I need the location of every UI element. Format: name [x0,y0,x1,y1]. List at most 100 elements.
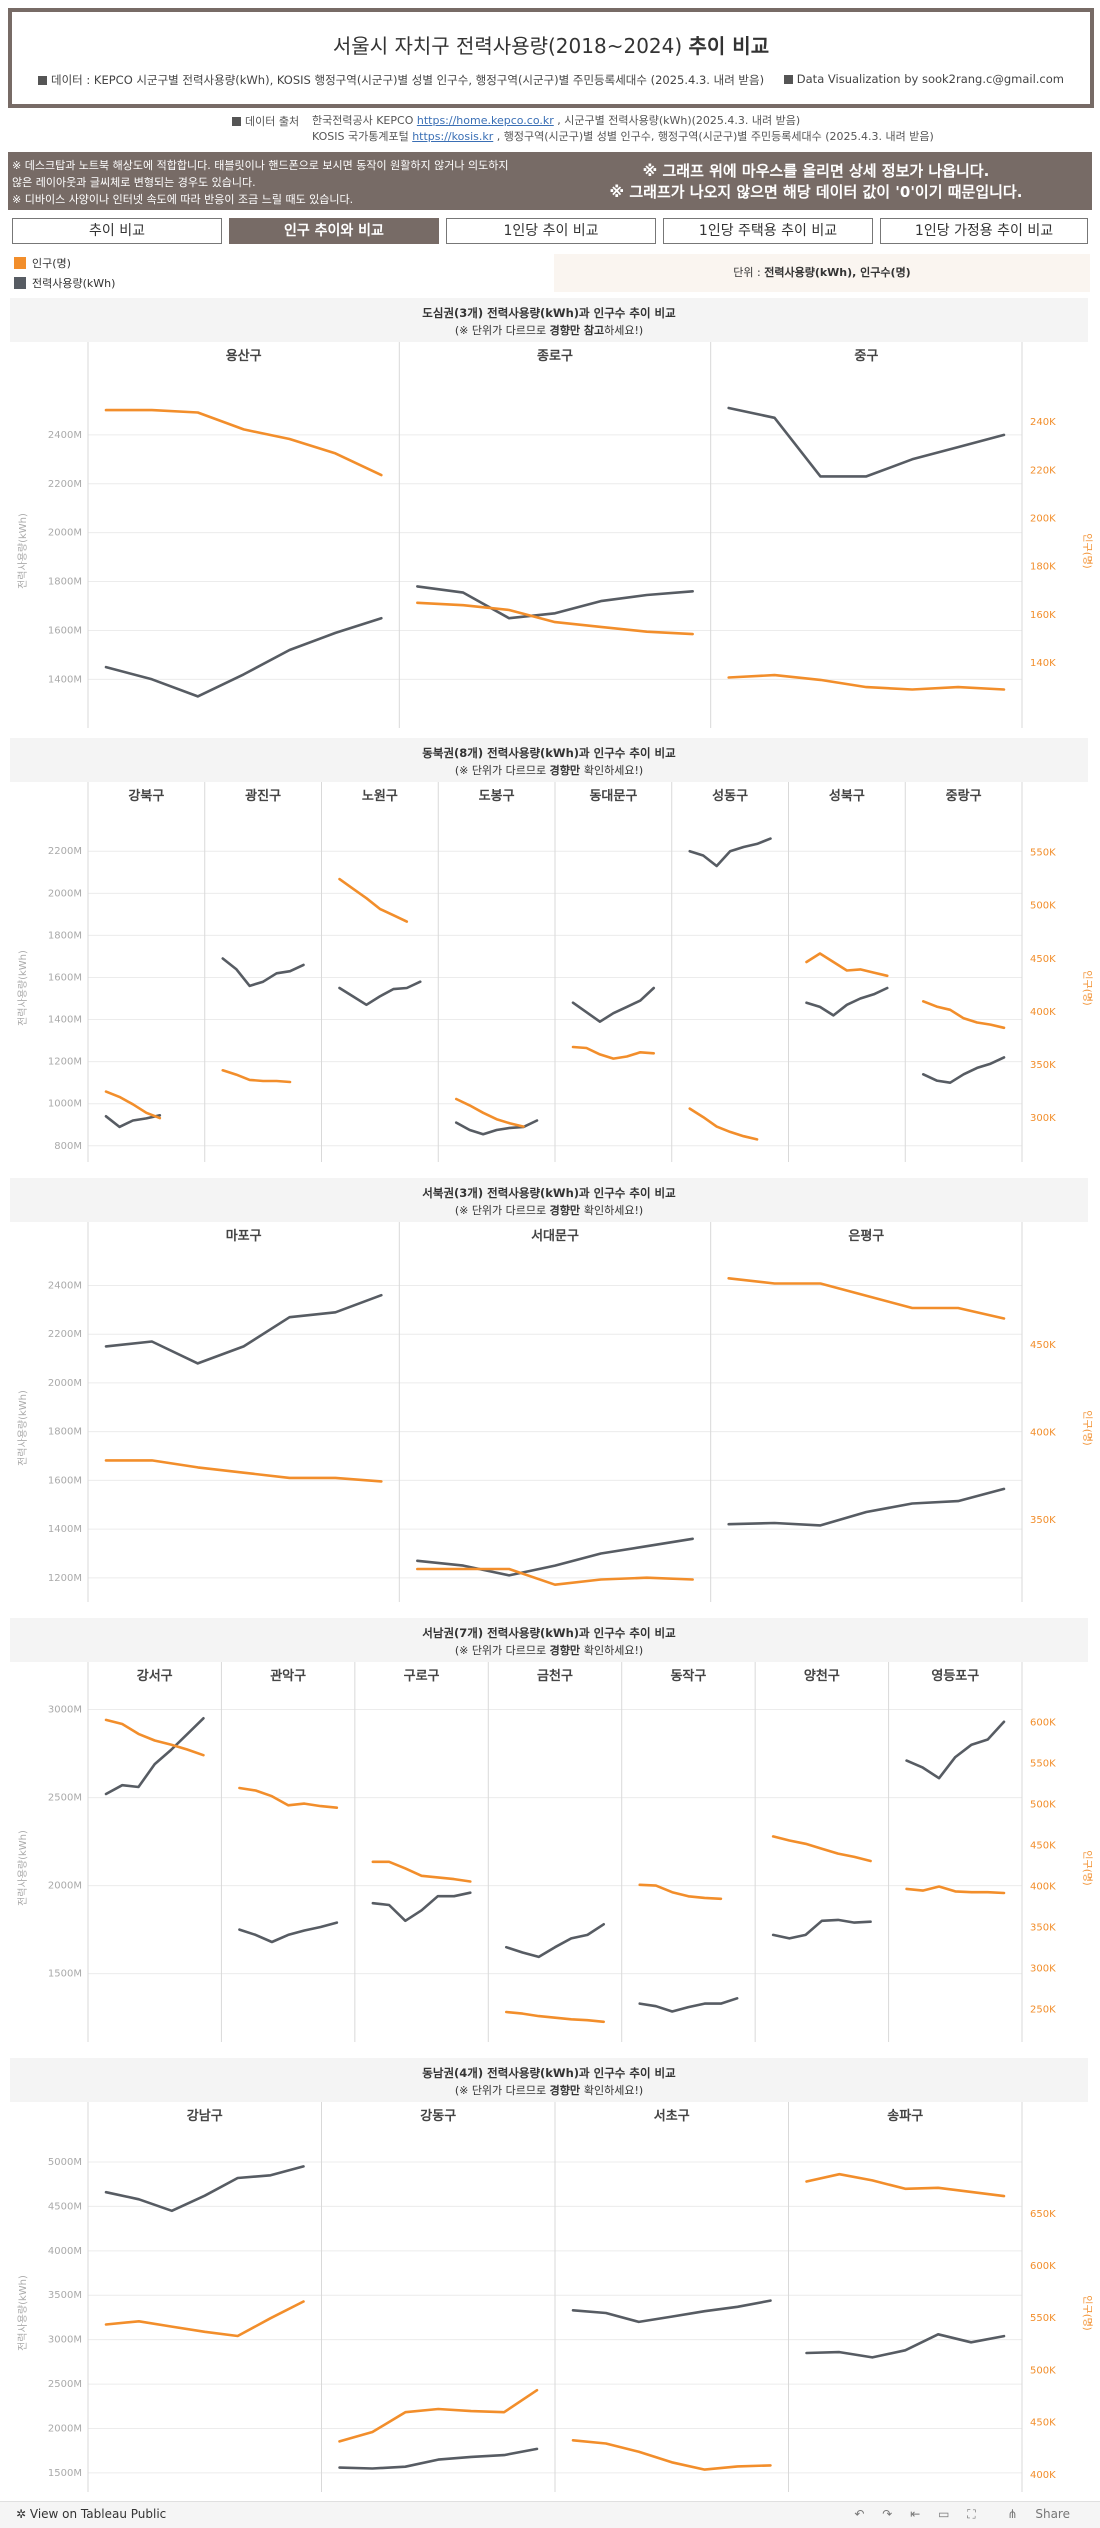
district-label: 노원구 [362,789,398,804]
swatch-icon [14,257,26,269]
y-tick-elec: 1400M [48,674,82,685]
series-line-electricity[interactable] [416,1537,694,1577]
chart-note: (※ 단위가 다르므로 경향만 확인하세요!) [454,1204,644,1217]
fullscreen-icon[interactable]: ⛶ [967,2507,976,2521]
kepco-link[interactable]: https://home.kepco.co.kr [416,114,554,127]
series-line-population[interactable] [104,2300,305,2338]
series-line-electricity[interactable] [104,1113,162,1129]
district-label: 강서구 [137,1668,173,1684]
series-line-population[interactable] [338,2388,539,2443]
notice-line: 않은 레이아웃과 글씨체로 변형되는 경우도 있습니다. [12,176,256,189]
chart-svg[interactable]: 1200M 1400M 1600M 1800M 2000M 2200M 2400M 350K 4… [10,1222,1093,1602]
chart-svg[interactable]: 800M 1000M 1200M 1400M 1600M 1800M 2000M 2200M 3… [10,782,1093,1162]
tab-per-capita[interactable]: 1인당 추이 비교 [446,218,656,244]
series-line-population[interactable] [371,1860,472,1883]
series-line-electricity[interactable] [416,585,694,620]
y-tick-elec: 2200M [48,846,82,857]
view-on-tableau-link[interactable]: ✲ View on Tableau Public [16,2507,167,2521]
y-tick-pop: 300K [1030,1963,1056,1974]
district-label: 관악구 [270,1668,306,1684]
tab-per-capita-household[interactable]: 1인당 가정용 추이 비교 [880,218,1088,244]
series-line-electricity[interactable] [805,986,889,1017]
y-tick-pop: 400K [1030,2470,1056,2481]
series-line-population[interactable] [221,1068,292,1084]
y-tick-elec: 3500M [48,2290,82,2301]
kosis-link[interactable]: https://kosis.kr [412,130,494,143]
revert-icon[interactable]: ⇤ [910,2507,921,2521]
series-line-population[interactable] [638,1883,723,1901]
series-line-population[interactable] [416,1567,694,1587]
device-icon[interactable]: ▭ [938,2507,950,2521]
legend-item-electricity[interactable]: 전력사용량(kWh) [14,274,115,294]
series-line-electricity[interactable] [504,1922,606,1959]
district-label: 금천구 [537,1669,573,1684]
series-line-electricity[interactable] [771,1918,872,1940]
series-line-electricity[interactable] [727,1487,1006,1527]
district-label: 서초구 [654,2109,690,2124]
chart-svg[interactable]: 1500M 2000M 2500M 3000M 250K 300K 350K 400K 450K… [10,1662,1093,2042]
series-line-population[interactable] [104,1090,162,1120]
series-line-population[interactable] [416,601,694,636]
square-bullet-icon [783,75,793,84]
series-line-population[interactable] [805,2172,1006,2198]
notice-banner: ※ 데스크탑과 노트북 해상도에 적합합니다. 태블릿이나 핸드폰으로 보시면 … [8,152,1092,210]
series-line-electricity[interactable] [104,1716,205,1796]
series-line-population[interactable] [571,1045,656,1060]
y-tick-elec: 1600M [48,972,82,983]
series-line-electricity[interactable] [338,980,422,1007]
chart-note: (※ 단위가 다르므로 경향만 확인하세요!) [454,2084,644,2097]
series-line-electricity[interactable] [454,1119,539,1136]
chart-svg[interactable]: 1400M 1600M 1800M 2000M 2200M 2400M 140K 160K 18… [10,342,1093,728]
series-line-population[interactable] [238,1786,339,1809]
series-line-population[interactable] [805,952,889,978]
series-line-electricity[interactable] [371,1891,472,1923]
series-line-population[interactable] [571,2438,772,2471]
series-line-electricity[interactable] [221,957,305,988]
series-line-electricity[interactable] [688,837,772,868]
y-tick-pop: 180K [1030,562,1056,573]
y-tick-elec: 5000M [48,2157,82,2168]
district-label: 강동구 [420,2108,456,2124]
series-line-electricity[interactable] [104,2165,305,2213]
series-line-electricity[interactable] [727,406,1006,478]
y-tick-elec: 1800M [48,930,82,941]
legend-item-population[interactable]: 인구(명) [14,254,115,274]
y-axis-title-pop: 인구(명) [1081,533,1093,569]
series-line-population[interactable] [727,673,1006,691]
series-line-electricity[interactable] [805,2333,1006,2359]
series-line-population[interactable] [688,1107,759,1141]
page-title: 서울시 자치구 전력사용량(2018~2024) 추이 비교 [332,34,770,58]
tab-per-capita-residential[interactable]: 1인당 주택용 추이 비교 [663,218,873,244]
y-tick-pop: 400K [1030,1007,1056,1018]
series-line-population[interactable] [504,2010,606,2024]
series-line-population[interactable] [104,1718,205,1757]
series-line-electricity[interactable] [571,986,656,1023]
series-line-electricity[interactable] [638,1996,739,2013]
series-line-population[interactable] [771,1835,872,1863]
unit-box: 단위 : 전력사용량(kWh), 인구수(명) [554,254,1090,292]
series-line-population[interactable] [104,1459,383,1483]
y-tick-elec: 3000M [48,2335,82,2346]
district-label: 마포구 [226,1228,262,1244]
series-line-electricity[interactable] [921,1056,1006,1085]
series-line-electricity[interactable] [571,2299,772,2324]
y-tick-pop: 450K [1030,954,1056,965]
series-line-electricity[interactable] [338,2447,539,2470]
series-line-population[interactable] [905,1885,1006,1895]
redo-icon[interactable]: ↷ [882,2507,893,2521]
chart-svg[interactable]: 1500M 2000M 2500M 3000M 3500M 4000M 4500M 5000M… [10,2102,1093,2492]
series-line-electricity[interactable] [238,1921,339,1944]
series-line-electricity[interactable] [104,1293,383,1365]
series-line-population[interactable] [727,1276,1006,1320]
share-button[interactable]: ⋔ Share [1007,2507,1070,2521]
series-line-population[interactable] [921,1000,1006,1030]
series-line-electricity[interactable] [905,1720,1006,1780]
undo-icon[interactable]: ↶ [854,2507,865,2521]
series-line-population[interactable] [338,877,409,923]
tab-trend[interactable]: 추이 비교 [12,218,222,244]
series-line-population[interactable] [454,1097,525,1128]
tab-population-trend[interactable]: 인구 추이와 비교 [229,218,439,244]
series-line-population[interactable] [104,408,383,477]
y-tick-pop: 240K [1030,417,1056,428]
series-line-electricity[interactable] [104,616,383,698]
